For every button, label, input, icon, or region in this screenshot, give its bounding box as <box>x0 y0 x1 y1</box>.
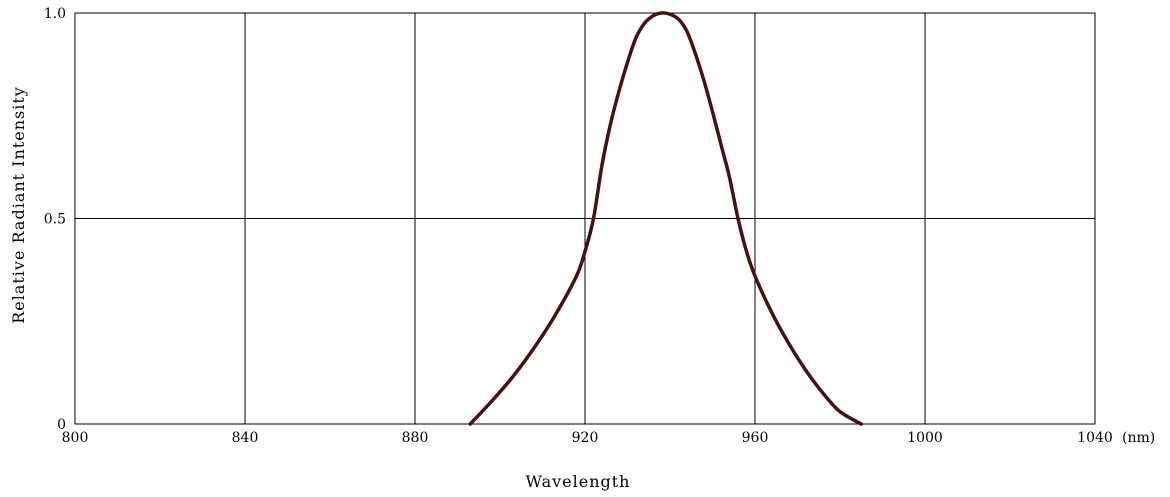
y-axis-label: Relative Radiant Intensity <box>9 86 28 324</box>
x-tick-label: 800 <box>62 430 89 446</box>
y-tick-labels: 0 0.5 1.0 <box>44 6 66 433</box>
y-tick-label: 1.0 <box>44 6 66 22</box>
series-line <box>468 11 863 426</box>
x-tick-label: 1040 <box>1077 430 1113 446</box>
x-axis-label: Wavelength <box>526 472 631 491</box>
series-layer <box>468 11 863 426</box>
x-tick-label: 880 <box>402 430 429 446</box>
x-tick-label: 960 <box>742 430 769 446</box>
x-unit-label: (nm) <box>1122 430 1155 446</box>
x-tick-label: 920 <box>572 430 599 446</box>
y-tick-label: 0 <box>57 417 66 433</box>
grid-lines <box>75 13 1095 424</box>
x-tick-label: 840 <box>232 430 259 446</box>
x-tick-label: 1000 <box>907 430 943 446</box>
y-tick-label: 0.5 <box>44 212 66 228</box>
plot-frame <box>74 12 1096 425</box>
x-tick-labels: 800 840 880 920 960 1000 1040 <box>62 430 1113 446</box>
